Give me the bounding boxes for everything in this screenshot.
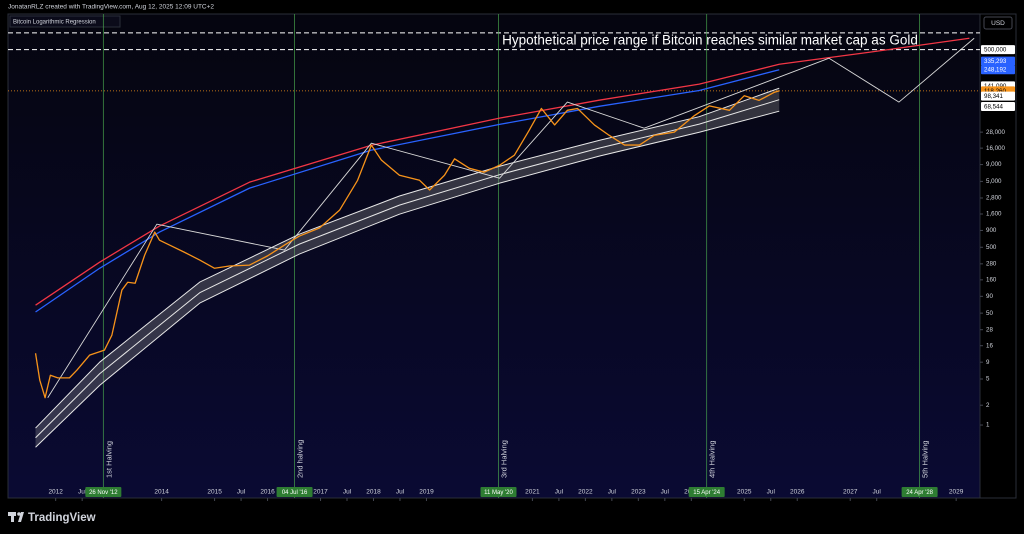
y-tick-label: 1 bbox=[986, 422, 990, 429]
x-tick-label: 2021 bbox=[525, 489, 540, 496]
x-tick-label: 2025 bbox=[737, 489, 752, 496]
y-tick-label: 2 bbox=[986, 402, 990, 409]
y-tick-label: 1,600 bbox=[986, 211, 1002, 218]
x-tick-label: 2019 bbox=[419, 489, 434, 496]
legend-title: Bitcoin Logarithmic Regression bbox=[13, 20, 96, 26]
x-tick-label: Jul bbox=[396, 489, 405, 496]
price-label: 500,000 bbox=[984, 47, 1007, 54]
price-label-box bbox=[981, 56, 1015, 66]
price-label: 118,260 bbox=[984, 88, 1006, 95]
price-label: 335,293 bbox=[984, 58, 1007, 65]
halving-label: 4th Halving bbox=[708, 440, 717, 478]
y-tick-label: 5 bbox=[986, 376, 990, 383]
y-tick-label: 90 bbox=[986, 293, 993, 300]
x-tick-label: 2016 bbox=[260, 489, 275, 496]
price-label-box bbox=[981, 65, 1015, 75]
series-line bbox=[47, 37, 975, 398]
halving-date: 11 May '20 bbox=[484, 490, 513, 496]
y-tick-label: 16 bbox=[986, 342, 993, 349]
annotation: Hypothetical price range if Bitcoin reac… bbox=[502, 33, 918, 48]
y-tick-label: 9 bbox=[986, 359, 990, 366]
price-label: 68,544 bbox=[984, 103, 1003, 110]
plot-area bbox=[7, 13, 981, 499]
x-tick-label: 2012 bbox=[48, 489, 63, 496]
logo bbox=[8, 512, 24, 522]
halving-date: 15 Apr '24 bbox=[693, 490, 720, 496]
x-tick-label: 2022 bbox=[578, 489, 593, 496]
x-tick-label: 2017 bbox=[313, 489, 328, 496]
x-tick-label: Jul bbox=[237, 489, 246, 496]
x-tick-label: 2027 bbox=[843, 489, 858, 496]
halving-label: 5th Halving bbox=[921, 440, 930, 478]
plot: 2012 Jul 2014 2015 Jul 2016 2017 Jul 2018 Jul 2019… bbox=[8, 14, 1005, 501]
x-tick-label: Jul bbox=[767, 489, 776, 496]
halving-date-box bbox=[901, 487, 938, 497]
y-tick-label: 5,000 bbox=[986, 178, 1002, 185]
y-tick-label: 16,000 bbox=[986, 145, 1005, 152]
y-tick-label: 900 bbox=[986, 227, 997, 234]
price-label-box bbox=[981, 45, 1015, 55]
band-fill bbox=[35, 88, 780, 448]
price-label: 141,090 bbox=[984, 83, 1007, 90]
halving-date-box bbox=[276, 487, 313, 497]
x-tick-label: Jul bbox=[555, 489, 564, 496]
y-tick-label: 9,000 bbox=[986, 161, 1002, 168]
x-tick-label: 2015 bbox=[207, 489, 222, 496]
halving-date-box bbox=[480, 487, 517, 497]
x-tick-label: 2014 bbox=[154, 489, 169, 496]
halving-label: 1st Halving bbox=[104, 441, 113, 478]
currency-box bbox=[983, 16, 1013, 30]
price-label: 248,192 bbox=[984, 67, 1007, 74]
logo-mark bbox=[17, 512, 21, 516]
y-tick-label: 500 bbox=[986, 244, 997, 251]
footer-logo: TradingView bbox=[28, 512, 96, 524]
series-line bbox=[35, 99, 780, 439]
price-label-box bbox=[981, 91, 1015, 101]
y-tick-label: 28 bbox=[986, 326, 993, 333]
series-line bbox=[35, 37, 970, 306]
y-tick-label: 50 bbox=[986, 310, 993, 317]
series-line bbox=[35, 69, 780, 313]
y-tick-label: 280 bbox=[986, 260, 997, 267]
x-tick-label: 2023 bbox=[631, 489, 646, 496]
series-line bbox=[35, 87, 780, 429]
x-tick-label: 2018 bbox=[366, 489, 381, 496]
halving-label: 2nd halving bbox=[296, 440, 305, 478]
price-label: 98,341 bbox=[984, 93, 1003, 100]
series-line bbox=[35, 110, 780, 448]
x-tick-label: Jul bbox=[343, 489, 352, 496]
x-tick-label: Jul bbox=[873, 489, 882, 496]
y-tick-label: 28,000 bbox=[986, 129, 1005, 136]
y-tick-label: 2,800 bbox=[986, 195, 1002, 202]
header: JonatanRLZ created with TradingView.com,… bbox=[8, 4, 214, 11]
series-line bbox=[34, 90, 780, 399]
legend-box bbox=[9, 15, 121, 28]
halving-date: 24 Apr '28 bbox=[906, 490, 933, 496]
halving-label: 3rd Halving bbox=[499, 440, 508, 478]
x-tick-label: Jul bbox=[608, 489, 617, 496]
x-tick-label: 2026 bbox=[790, 489, 805, 496]
logo-mark bbox=[18, 512, 24, 522]
logo-mark bbox=[11, 512, 14, 522]
halving-date-box bbox=[688, 487, 725, 497]
halving-date: 26 Nov '12 bbox=[89, 490, 118, 496]
halving-date-box bbox=[85, 487, 122, 497]
currency: USD bbox=[991, 20, 1005, 27]
price-label-box bbox=[981, 102, 1015, 112]
x-tick-label: Jul bbox=[78, 489, 87, 496]
halving-date: 04 Jul '16 bbox=[282, 490, 308, 496]
x-tick-label: Jul bbox=[661, 489, 670, 496]
y-tick-label: 160 bbox=[986, 276, 997, 283]
x-tick-label: 2029 bbox=[949, 489, 964, 496]
